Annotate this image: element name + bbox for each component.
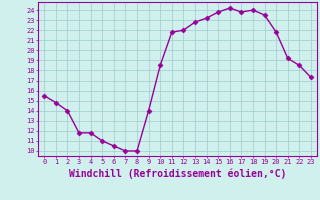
X-axis label: Windchill (Refroidissement éolien,°C): Windchill (Refroidissement éolien,°C) <box>69 168 286 179</box>
